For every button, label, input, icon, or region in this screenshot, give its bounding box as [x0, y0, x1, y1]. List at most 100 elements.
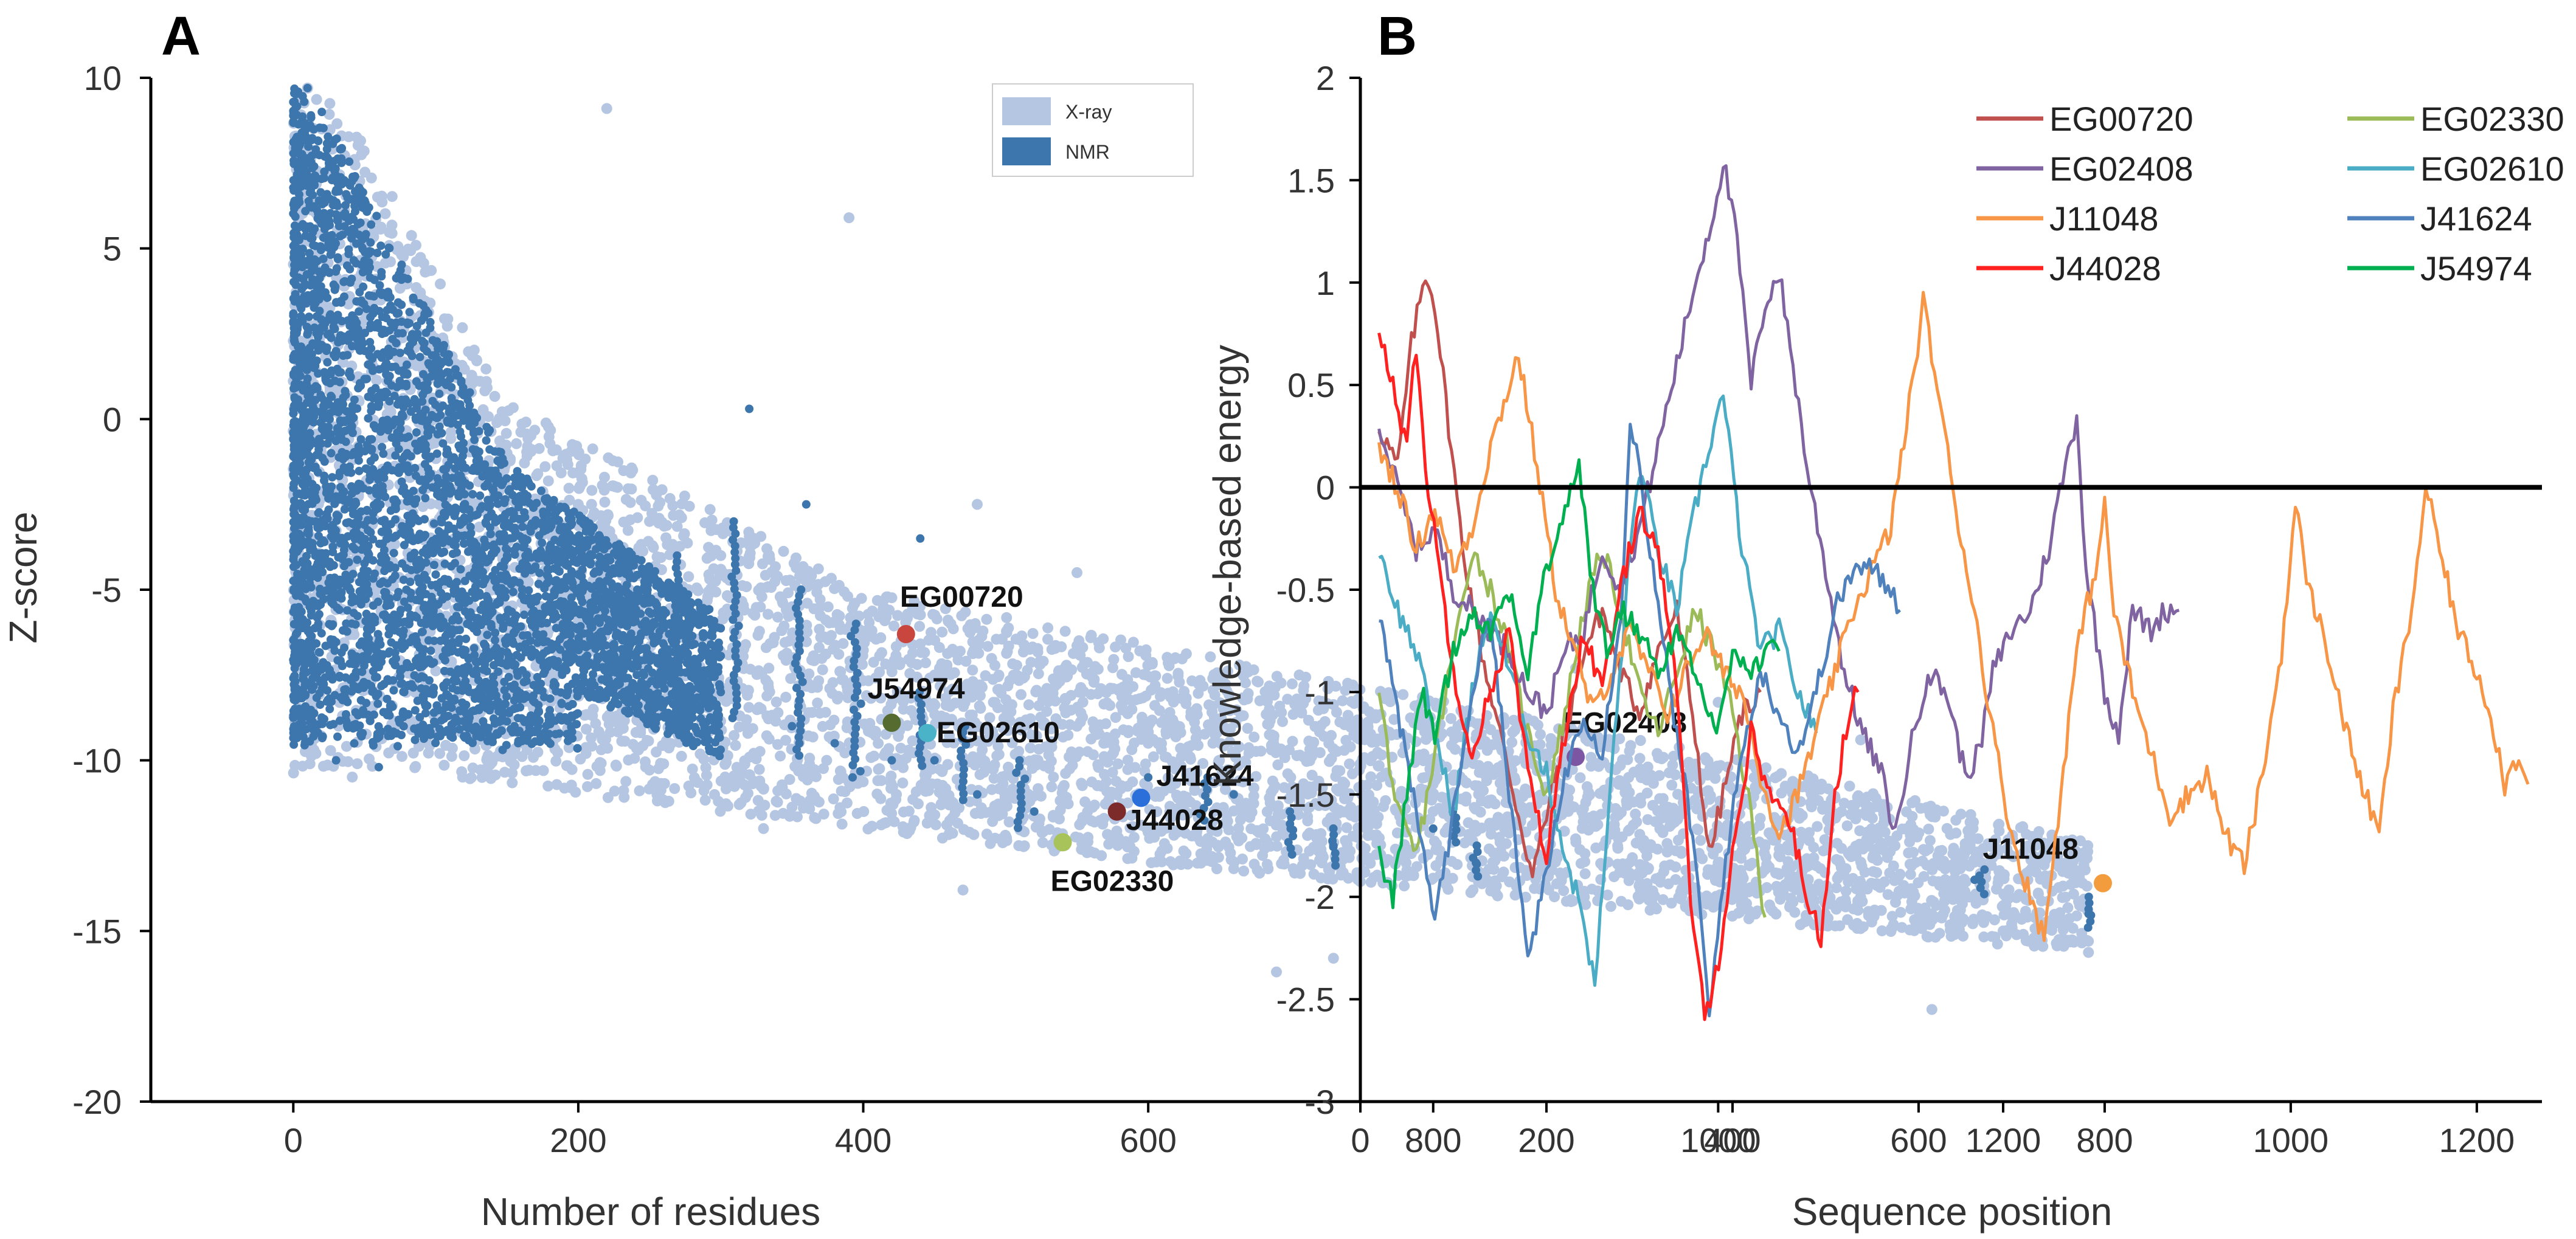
xray-point: [1958, 913, 1969, 925]
xray-point: [1180, 848, 1192, 860]
xray-point: [1863, 807, 1874, 818]
xray-point: [1908, 831, 1919, 843]
xray-point: [885, 770, 897, 782]
xray-point: [1575, 858, 1587, 869]
xray-point: [1033, 816, 1045, 828]
xray-point: [1998, 909, 2010, 920]
xray-point: [730, 740, 741, 751]
xray-point: [1323, 737, 1335, 749]
xray-point: [557, 452, 569, 464]
xray-point: [1913, 877, 1924, 888]
xray-point: [969, 646, 980, 657]
xray-point: [420, 266, 431, 278]
xray-point: [812, 697, 823, 709]
xray-point: [981, 613, 992, 625]
xray-point: [1486, 829, 1497, 840]
xray-point: [1160, 714, 1171, 726]
panel-a-letter: A: [161, 6, 201, 67]
xray-point: [479, 385, 491, 396]
xray-point: [1048, 771, 1059, 783]
xray-point: [691, 582, 702, 594]
xray-point: [626, 462, 637, 474]
xray-point: [833, 808, 844, 820]
xray-point: [747, 723, 758, 734]
xray-point: [861, 765, 872, 777]
xray-point: [1248, 731, 1260, 743]
xray-point: [603, 510, 614, 522]
xray-point: [1608, 823, 1619, 835]
xray-point: [1506, 737, 1518, 748]
xray-point: [888, 816, 900, 827]
xray-point: [1634, 753, 1646, 764]
xray-point: [1050, 695, 1061, 707]
xray-point: [1946, 919, 1958, 930]
xray-point: [935, 799, 947, 810]
xray-point: [1018, 841, 1030, 852]
xray-point: [1088, 677, 1099, 688]
xray-point: [1341, 822, 1352, 833]
xray-point: [1140, 758, 1151, 770]
xray-point: [1059, 626, 1071, 637]
xray-point: [1276, 858, 1287, 869]
xray-point: [1062, 798, 1074, 810]
xray-point: [699, 795, 711, 806]
xray-point: [1581, 781, 1593, 792]
xray-point: [1123, 725, 1134, 736]
xray-point: [842, 590, 853, 602]
xray-point: [1331, 746, 1343, 757]
xray-point: [759, 799, 770, 811]
xray-point: [1535, 729, 1546, 740]
xray-point: [410, 761, 421, 772]
xray-point: [1772, 771, 1784, 782]
xray-point: [1264, 792, 1275, 804]
xray-point: [791, 793, 802, 804]
xray-point: [1334, 804, 1345, 816]
xray-point: [2011, 929, 2023, 940]
xray-point: [811, 587, 823, 598]
xray-point: [764, 554, 775, 565]
xray-point: [2017, 821, 2029, 832]
xray-point: [576, 473, 587, 485]
xray-point: [1878, 876, 1890, 888]
xray-point: [1641, 787, 1653, 799]
xray-point: [1903, 847, 1914, 858]
xray-point: [407, 747, 419, 759]
xray-point: [1048, 810, 1059, 821]
xray-point: [1666, 897, 1677, 909]
xray-point: [655, 759, 667, 771]
xray-point: [740, 639, 752, 651]
xray-point: [988, 697, 999, 708]
xray-point: [1908, 925, 1920, 936]
xray-point: [865, 752, 877, 764]
xray-point: [915, 638, 926, 650]
xray-point: [763, 663, 775, 674]
xray-point: [735, 797, 747, 809]
xray-point: [2057, 866, 2068, 877]
xray-point: [1108, 654, 1120, 665]
xray-point: [531, 470, 542, 481]
xray-point: [1347, 768, 1358, 779]
xray-point: [1955, 809, 1967, 820]
xray-point: [1838, 798, 1850, 809]
xray-point: [1920, 845, 1931, 857]
xray-point: [371, 374, 383, 386]
xray-point: [1287, 863, 1299, 874]
xray-point: [1866, 833, 1878, 844]
xray-point: [909, 815, 920, 826]
xray-point: [749, 609, 761, 621]
xray-point: [753, 764, 765, 775]
xray-point: [1924, 835, 1936, 846]
xray-point: [865, 692, 877, 704]
xray-point: [619, 736, 631, 747]
xray-point: [651, 747, 662, 758]
xray-point: [1875, 905, 1887, 916]
xray-point: [919, 769, 930, 781]
xray-point: [1220, 784, 1231, 795]
xray-point: [338, 356, 348, 368]
xray-point: [1602, 889, 1613, 901]
xray-point: [1473, 789, 1484, 800]
xray-point: [1205, 651, 1216, 663]
xray-point: [1579, 868, 1591, 880]
xray-point: [1024, 795, 1036, 807]
xray-point: [920, 785, 931, 797]
